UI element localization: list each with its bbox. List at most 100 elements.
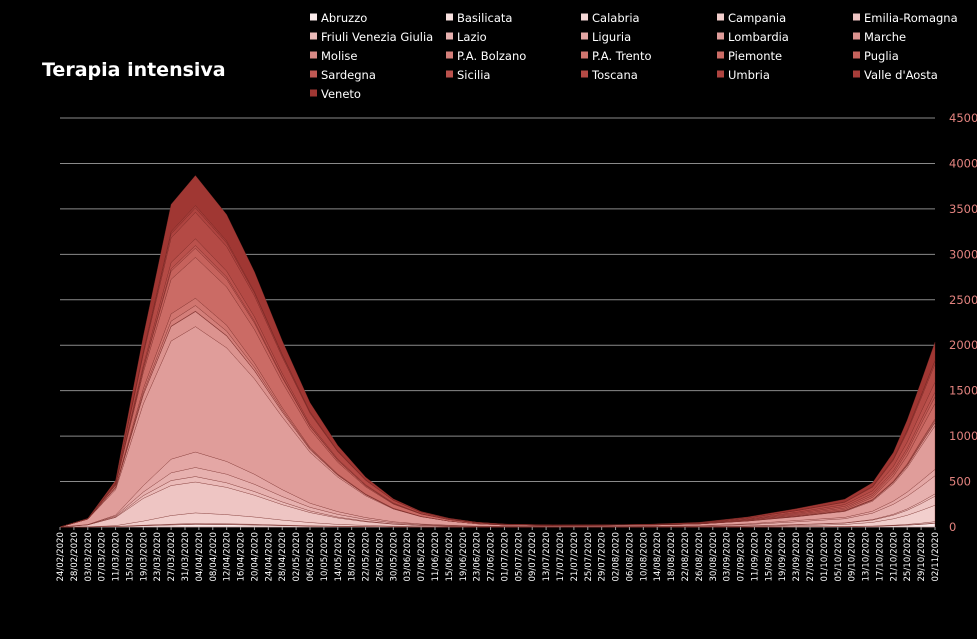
- y-tick-label: 1000: [949, 429, 977, 443]
- x-tick-label: 17/10/2020: [875, 532, 885, 582]
- y-tick-label: 2000: [949, 338, 977, 352]
- legend-swatch-p-a-bolzano: [446, 51, 453, 59]
- x-tick-label: 03/09/2020: [723, 532, 733, 582]
- legend-label-valle-d-aosta: Valle d'Aosta: [864, 68, 938, 82]
- x-tick-label: 27/09/2020: [806, 532, 816, 582]
- x-tick-label: 01/10/2020: [820, 532, 830, 582]
- x-tick-label: 07/06/2020: [417, 532, 427, 582]
- x-tick-label: 14/05/2020: [334, 532, 344, 582]
- x-tick-label: 24/04/2020: [264, 532, 274, 582]
- x-tick-label: 02/08/2020: [612, 532, 622, 582]
- legend-label-lazio: Lazio: [457, 30, 487, 44]
- x-tick-label: 03/06/2020: [403, 532, 413, 582]
- x-tick-label: 09/07/2020: [528, 532, 538, 582]
- x-tick-label: 23/06/2020: [473, 532, 483, 582]
- x-tick-label: 28/02/2020: [70, 532, 80, 582]
- y-tick-label: 500: [949, 475, 971, 489]
- x-tick-label: 29/10/2020: [917, 532, 927, 582]
- chart-title: Terapia intensiva: [42, 59, 226, 81]
- legend-label-friuli-venezia-giulia: Friuli Venezia Giulia: [321, 30, 433, 44]
- legend-label-umbria: Umbria: [728, 68, 770, 82]
- legend-swatch-friuli-venezia-giulia: [310, 32, 317, 40]
- x-tick-label: 19/03/2020: [139, 532, 149, 582]
- legend-swatch-p-a-trento: [581, 51, 588, 59]
- y-axis-ticks: 0 500 1000 1500 2000 2500 3000 3500 4000 4500: [949, 111, 977, 534]
- x-tick-label: 05/07/2020: [514, 532, 524, 582]
- legend-swatch-puglia: [853, 51, 860, 59]
- x-tick-label: 02/05/2020: [292, 532, 302, 582]
- x-tick-label: 15/03/2020: [125, 532, 135, 582]
- legend-swatch-abruzzo: [310, 13, 317, 21]
- x-tick-label: 03/03/2020: [84, 532, 94, 582]
- legend-label-puglia: Puglia: [864, 49, 899, 63]
- x-tick-label: 11/03/2020: [112, 532, 122, 582]
- legend-swatch-marche: [853, 32, 860, 40]
- x-tick-label: 06/08/2020: [625, 532, 635, 582]
- x-tick-label: 08/04/2020: [209, 532, 219, 582]
- legend-label-sardegna: Sardegna: [321, 68, 376, 82]
- x-tick-label: 21/07/2020: [570, 532, 580, 582]
- y-tick-label: 0: [949, 520, 956, 534]
- legend-label-abruzzo: Abruzzo: [321, 11, 367, 25]
- x-tick-label: 23/03/2020: [153, 532, 163, 582]
- legend-swatch-emilia-romagna: [853, 13, 860, 21]
- legend-label-piemonte: Piemonte: [728, 49, 782, 63]
- stacked-areas: [59, 175, 936, 528]
- legend-label-basilicata: Basilicata: [457, 11, 512, 25]
- legend-label-toscana: Toscana: [591, 68, 638, 82]
- y-tick-label: 4000: [949, 156, 977, 170]
- x-tick-label: 26/05/2020: [375, 532, 385, 582]
- y-tick-label: 4500: [949, 111, 977, 125]
- x-tick-label: 28/04/2020: [278, 532, 288, 582]
- legend: Abruzzo Basilicata Calabria Campania Emilia-…: [310, 11, 958, 101]
- legend-label-p-a-trento: P.A. Trento: [592, 49, 652, 63]
- legend-label-p-a-bolzano: P.A. Bolzano: [457, 49, 526, 63]
- legend-swatch-campania: [717, 13, 724, 21]
- x-axis-ticks: 24/02/2020 28/02/2020 03/03/2020 07/03/2020…: [56, 527, 941, 582]
- x-tick-label: 25/10/2020: [903, 532, 913, 582]
- x-tick-label: 31/03/2020: [181, 532, 191, 582]
- legend-swatch-lombardia: [717, 32, 724, 40]
- x-tick-label: 01/07/2020: [500, 532, 510, 582]
- legend-label-campania: Campania: [728, 11, 786, 25]
- legend-swatch-liguria: [581, 32, 588, 40]
- x-tick-label: 29/07/2020: [598, 532, 608, 582]
- legend-swatch-umbria: [717, 70, 724, 78]
- x-tick-label: 21/10/2020: [889, 532, 899, 582]
- x-tick-label: 07/03/2020: [98, 532, 108, 582]
- x-tick-label: 27/06/2020: [487, 532, 497, 582]
- x-tick-label: 18/08/2020: [667, 532, 677, 582]
- legend-swatch-piemonte: [717, 51, 724, 59]
- x-tick-label: 04/04/2020: [195, 532, 205, 582]
- x-tick-label: 07/09/2020: [737, 532, 747, 582]
- x-tick-label: 13/10/2020: [862, 532, 872, 582]
- x-tick-label: 17/07/2020: [556, 532, 566, 582]
- y-tick-label: 3000: [949, 247, 977, 261]
- x-tick-label: 24/02/2020: [56, 532, 66, 582]
- x-tick-label: 25/07/2020: [584, 532, 594, 582]
- x-tick-label: 11/09/2020: [750, 532, 760, 582]
- x-tick-label: 11/06/2020: [431, 532, 441, 582]
- x-tick-label: 06/05/2020: [306, 532, 316, 582]
- area-veneto: [59, 175, 936, 528]
- x-tick-label: 19/09/2020: [778, 532, 788, 582]
- legend-swatch-basilicata: [446, 13, 453, 21]
- y-tick-label: 3500: [949, 202, 977, 216]
- x-tick-label: 16/04/2020: [237, 532, 247, 582]
- legend-label-lombardia: Lombardia: [728, 30, 789, 44]
- y-tick-label: 1500: [949, 384, 977, 398]
- x-tick-label: 30/05/2020: [389, 532, 399, 582]
- legend-swatch-toscana: [581, 70, 588, 78]
- x-tick-label: 26/08/2020: [695, 532, 705, 582]
- x-tick-label: 10/05/2020: [320, 532, 330, 582]
- legend-label-calabria: Calabria: [592, 11, 640, 25]
- x-tick-label: 20/04/2020: [250, 532, 260, 582]
- legend-swatch-calabria: [581, 13, 588, 21]
- legend-swatch-molise: [310, 51, 317, 59]
- x-tick-label: 23/09/2020: [792, 532, 802, 582]
- legend-label-veneto: Veneto: [321, 87, 361, 101]
- x-tick-label: 12/04/2020: [223, 532, 233, 582]
- legend-label-molise: Molise: [321, 49, 357, 63]
- x-tick-label: 09/10/2020: [848, 532, 858, 582]
